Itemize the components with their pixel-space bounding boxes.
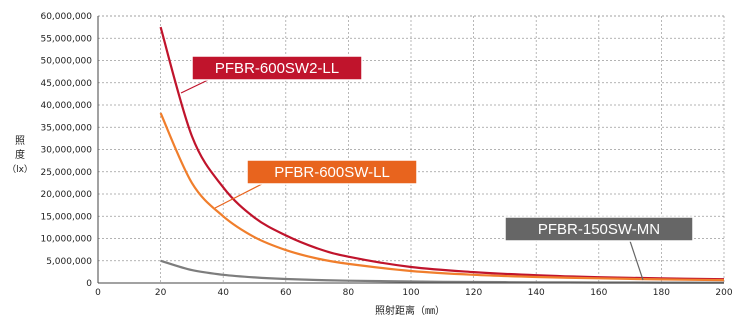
y-tick-label: 35,000,000 xyxy=(40,123,92,133)
y-tick-label: 55,000,000 xyxy=(40,34,92,44)
y-tick-label: 25,000,000 xyxy=(40,168,92,178)
x-axis-title: 照射距离（㎜） xyxy=(375,304,445,317)
y-tick-label: 60,000,000 xyxy=(40,12,92,22)
y-tick-label: 10,000,000 xyxy=(40,235,92,245)
y-tick-label: 5,000,000 xyxy=(46,257,92,267)
y-tick-label: 45,000,000 xyxy=(40,79,92,89)
series-label-box xyxy=(246,159,418,185)
series-label-box xyxy=(191,55,363,81)
x-tick-label: 160 xyxy=(590,288,607,298)
y-axis-title-char-1: 照 xyxy=(15,135,25,147)
series-label-leader xyxy=(214,183,263,209)
x-tick-label: 100 xyxy=(402,288,419,298)
series-label-text: PFBR-150SW-MN xyxy=(538,221,660,238)
x-tick-label: 40 xyxy=(217,288,229,298)
y-tick-label: 20,000,000 xyxy=(40,190,92,200)
y-axis-title: 照 度 （lx） xyxy=(7,135,33,175)
y-tick-label: 30,000,000 xyxy=(40,146,92,156)
y-axis-title-char-2: 度 xyxy=(15,148,25,161)
y-tick-label: 50,000,000 xyxy=(40,57,92,67)
tick-layer: 0 5,000,000 10,000,000 15,000,000 20,000,000… xyxy=(40,12,732,298)
y-tick-label: 40,000,000 xyxy=(40,101,92,111)
y-tick-label: 0 xyxy=(86,279,92,289)
y-tick-label: 15,000,000 xyxy=(40,212,92,222)
series-line xyxy=(159,112,725,282)
series-label-layer: PFBR-600SW2-LL PFBR-600SW-LL PFBR-150SW-MN xyxy=(180,55,694,281)
x-tick-label: 200 xyxy=(715,288,732,298)
x-tick-label: 20 xyxy=(155,288,167,298)
series-label-leader xyxy=(629,240,644,281)
x-tick-label: 80 xyxy=(343,288,355,298)
axis-layer xyxy=(97,16,724,284)
x-tick-label: 60 xyxy=(280,288,292,298)
x-tick-label: 180 xyxy=(653,288,670,298)
series-label-text: PFBR-600SW-LL xyxy=(274,164,390,181)
x-tick-label: 0 xyxy=(95,288,101,298)
series-label-box xyxy=(504,216,694,242)
series-label-leader xyxy=(180,79,209,94)
x-tick-label: 120 xyxy=(465,288,482,298)
y-axis-title-unit: （lx） xyxy=(7,164,33,175)
series-label-text: PFBR-600SW2-LL xyxy=(215,60,339,77)
x-tick-label: 140 xyxy=(528,288,545,298)
